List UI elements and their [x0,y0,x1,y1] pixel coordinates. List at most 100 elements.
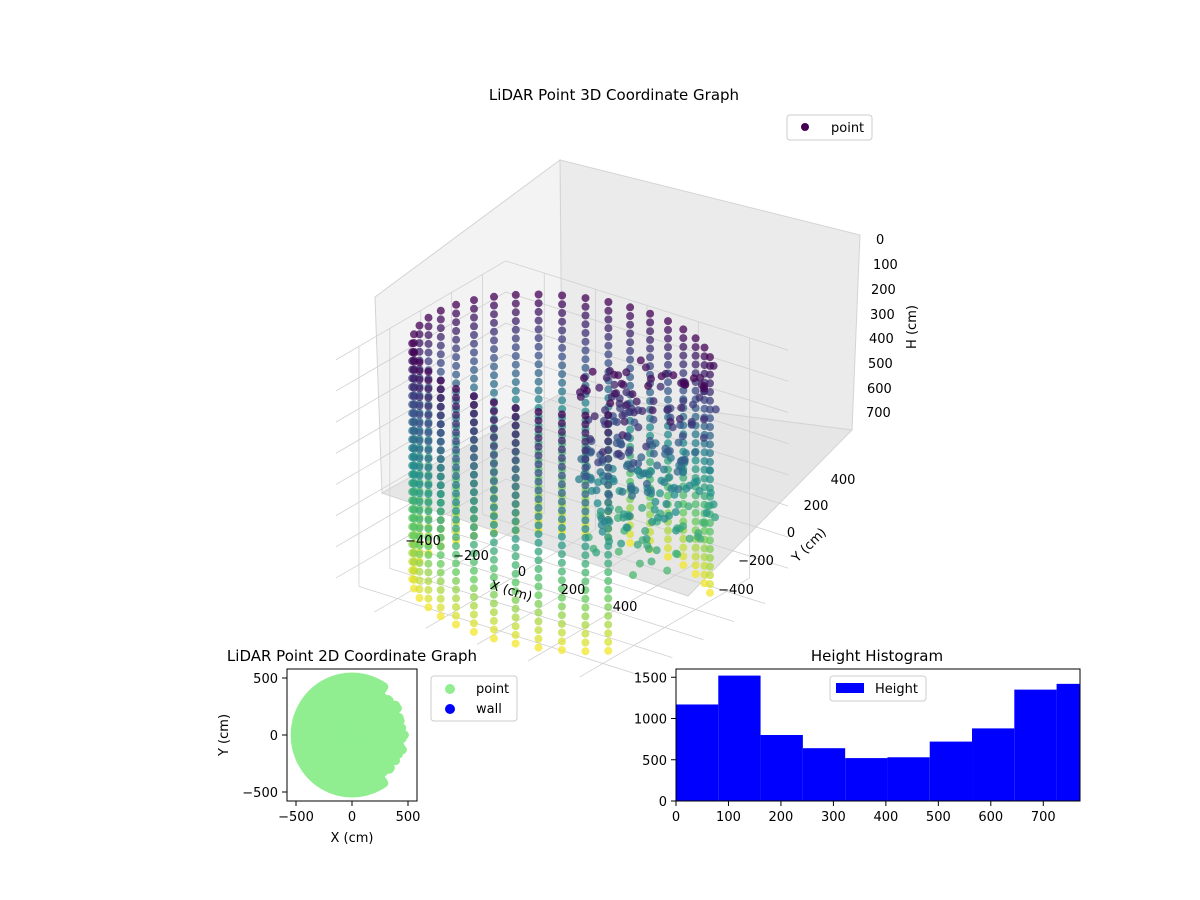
point-marker [534,442,543,451]
point-marker [691,360,700,369]
point-marker [424,331,433,340]
point-marker [604,315,613,324]
point-marker [646,344,655,353]
point-marker [424,542,433,551]
point-marker [711,405,720,414]
point-marker [415,419,424,428]
point-marker [614,547,623,556]
point-marker [490,336,498,345]
point-marker [424,472,433,481]
point-marker [617,379,626,388]
point-marker [424,577,433,586]
point-marker [452,318,461,327]
point-marker [592,486,601,495]
chart-3d: LiDAR Point 3D Coordinate Graph −400 −20… [335,86,920,678]
point-marker [557,541,566,550]
point-marker [604,332,613,341]
point-marker [469,462,478,471]
point-marker [452,576,460,585]
point-marker [588,367,597,376]
point-marker [534,460,543,469]
point-marker [557,532,566,541]
point-marker [436,350,445,359]
x-tick-label: −400 [405,534,441,549]
point-marker [700,343,709,352]
point-marker [604,385,613,394]
legend-label-point: point [831,121,864,136]
point-marker [489,433,498,442]
point-marker [436,472,445,481]
point-marker [534,512,543,521]
point-marker [424,348,433,357]
point-marker [511,430,520,439]
point-marker [642,442,651,451]
point-marker [511,596,520,604]
point-marker [700,415,708,424]
point-marker [706,580,714,589]
point-marker [695,487,704,495]
x-tick-label: 200 [561,583,586,598]
point-marker [660,514,669,523]
point-marker [706,440,714,449]
point-marker [424,524,433,533]
point-marker [629,459,638,467]
point-marker [664,544,672,553]
point-marker [629,571,637,580]
point-marker [691,517,700,526]
point-marker [664,395,672,404]
point-marker [696,373,705,382]
point-marker [617,539,626,548]
point-marker [436,490,445,498]
point-marker [604,437,613,446]
point-marker [604,638,613,646]
point-marker [415,489,424,498]
point-marker [678,432,687,441]
point-marker [436,507,445,516]
point-marker [511,561,520,570]
point-marker [557,637,566,646]
point-marker [558,370,567,379]
grid-line [482,514,766,604]
point-marker [415,445,424,454]
point-marker [469,514,478,523]
point-marker [691,543,700,552]
point-marker [664,317,672,326]
point-marker [706,414,714,423]
point-marker [470,348,478,357]
point-marker [452,300,461,309]
point-marker [706,423,714,431]
point-marker [469,601,478,610]
point-marker [424,568,433,577]
point-marker [558,317,567,326]
point-marker [581,455,590,464]
point-marker [511,630,520,639]
point-marker [415,498,424,506]
point-marker [436,376,445,385]
point-marker [489,555,498,564]
point-marker [490,345,498,354]
point-marker [647,557,656,566]
point-marker [511,552,520,561]
point-marker [652,546,661,555]
point-marker [664,535,672,544]
point-marker [604,629,613,638]
y-tick-label: −400 [718,583,754,598]
point-marker [663,566,672,575]
point-marker [452,384,460,393]
point-marker [534,521,543,530]
point-marker [657,372,666,381]
point-marker [415,367,424,376]
point-marker [424,428,433,437]
point-marker [679,334,688,343]
point-marker [534,591,543,600]
point-marker [581,542,590,551]
point-marker [490,292,498,301]
point-marker [534,617,543,626]
point-marker [534,316,543,325]
point-marker [627,491,636,500]
point-marker [490,318,498,327]
z-tick-label: 100 [873,258,898,273]
point-marker [469,488,478,497]
point-marker [436,455,445,464]
point-marker [511,290,520,299]
